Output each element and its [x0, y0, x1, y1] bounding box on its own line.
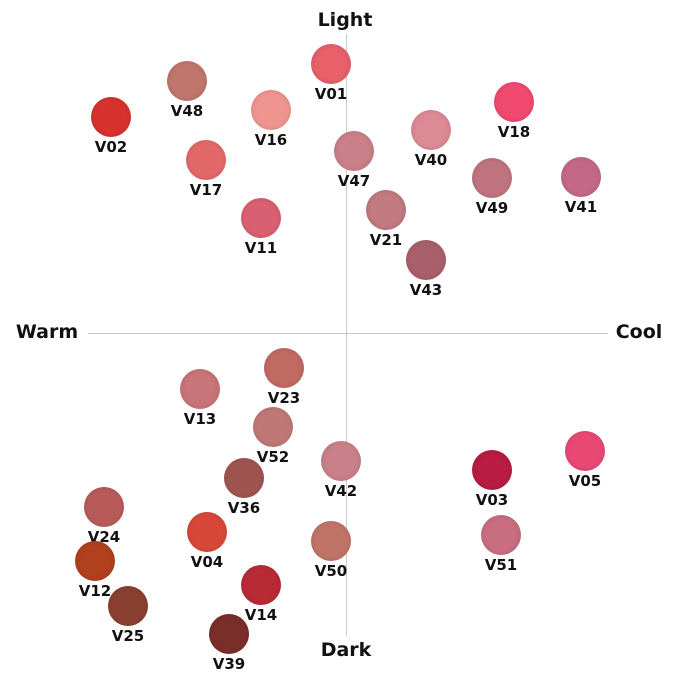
swatch-v03: [472, 450, 512, 490]
swatch-label: V51: [484, 556, 518, 574]
swatch-label: V25: [111, 627, 145, 645]
swatch-label: V13: [183, 410, 217, 428]
swatch-v13: [180, 369, 220, 409]
swatch-label: V50: [314, 562, 348, 580]
swatch-v16: [251, 90, 291, 130]
swatch-v11: [241, 198, 281, 238]
swatch-label: V43: [409, 281, 443, 299]
swatch-v43: [406, 240, 446, 280]
swatch-v18: [494, 82, 534, 122]
swatch-v39: [209, 614, 249, 654]
swatch-label: V36: [227, 499, 261, 517]
swatch-label: V48: [170, 102, 204, 120]
swatch-v14: [241, 565, 281, 605]
swatch-label: V18: [497, 123, 531, 141]
swatch-v41: [561, 157, 601, 197]
swatch-v17: [186, 140, 226, 180]
swatch-v48: [167, 61, 207, 101]
swatch-label: V04: [190, 553, 224, 571]
swatch-label: V40: [414, 151, 448, 169]
swatch-label: V01: [314, 85, 348, 103]
swatch-v25: [108, 586, 148, 626]
swatch-v12: [75, 541, 115, 581]
swatch-label: V47: [337, 172, 371, 190]
axis-label-cool: Cool: [615, 321, 663, 343]
swatch-v02: [91, 97, 131, 137]
swatch-v52: [253, 407, 293, 447]
swatch-label: V42: [324, 482, 358, 500]
swatch-v21: [366, 190, 406, 230]
swatch-v42: [321, 441, 361, 481]
swatch-v01: [311, 44, 351, 84]
swatch-v40: [411, 110, 451, 150]
swatch-label: V12: [78, 582, 112, 600]
swatch-label: V03: [475, 491, 509, 509]
swatch-label: V05: [568, 472, 602, 490]
swatch-label: V02: [94, 138, 128, 156]
swatch-v05: [565, 431, 605, 471]
swatch-v23: [264, 348, 304, 388]
swatch-v36: [224, 458, 264, 498]
swatch-label: V39: [212, 655, 246, 673]
swatch-v24: [84, 487, 124, 527]
swatch-v47: [334, 131, 374, 171]
swatch-v51: [481, 515, 521, 555]
swatch-label: V14: [244, 606, 278, 624]
vertical-axis-line: [346, 34, 347, 636]
swatch-v50: [311, 521, 351, 561]
swatch-label: V49: [475, 199, 509, 217]
swatch-label: V23: [267, 389, 301, 407]
swatch-label: V16: [254, 131, 288, 149]
swatch-v04: [187, 512, 227, 552]
axis-label-light: Light: [317, 9, 373, 31]
swatch-label: V21: [369, 231, 403, 249]
swatch-label: V52: [256, 448, 290, 466]
swatch-v49: [472, 158, 512, 198]
swatch-label: V11: [244, 239, 278, 257]
axis-label-warm: Warm: [15, 321, 79, 343]
swatch-label: V41: [564, 198, 598, 216]
horizontal-axis-line: [88, 333, 608, 334]
axis-label-dark: Dark: [320, 639, 372, 661]
swatch-label: V17: [189, 181, 223, 199]
